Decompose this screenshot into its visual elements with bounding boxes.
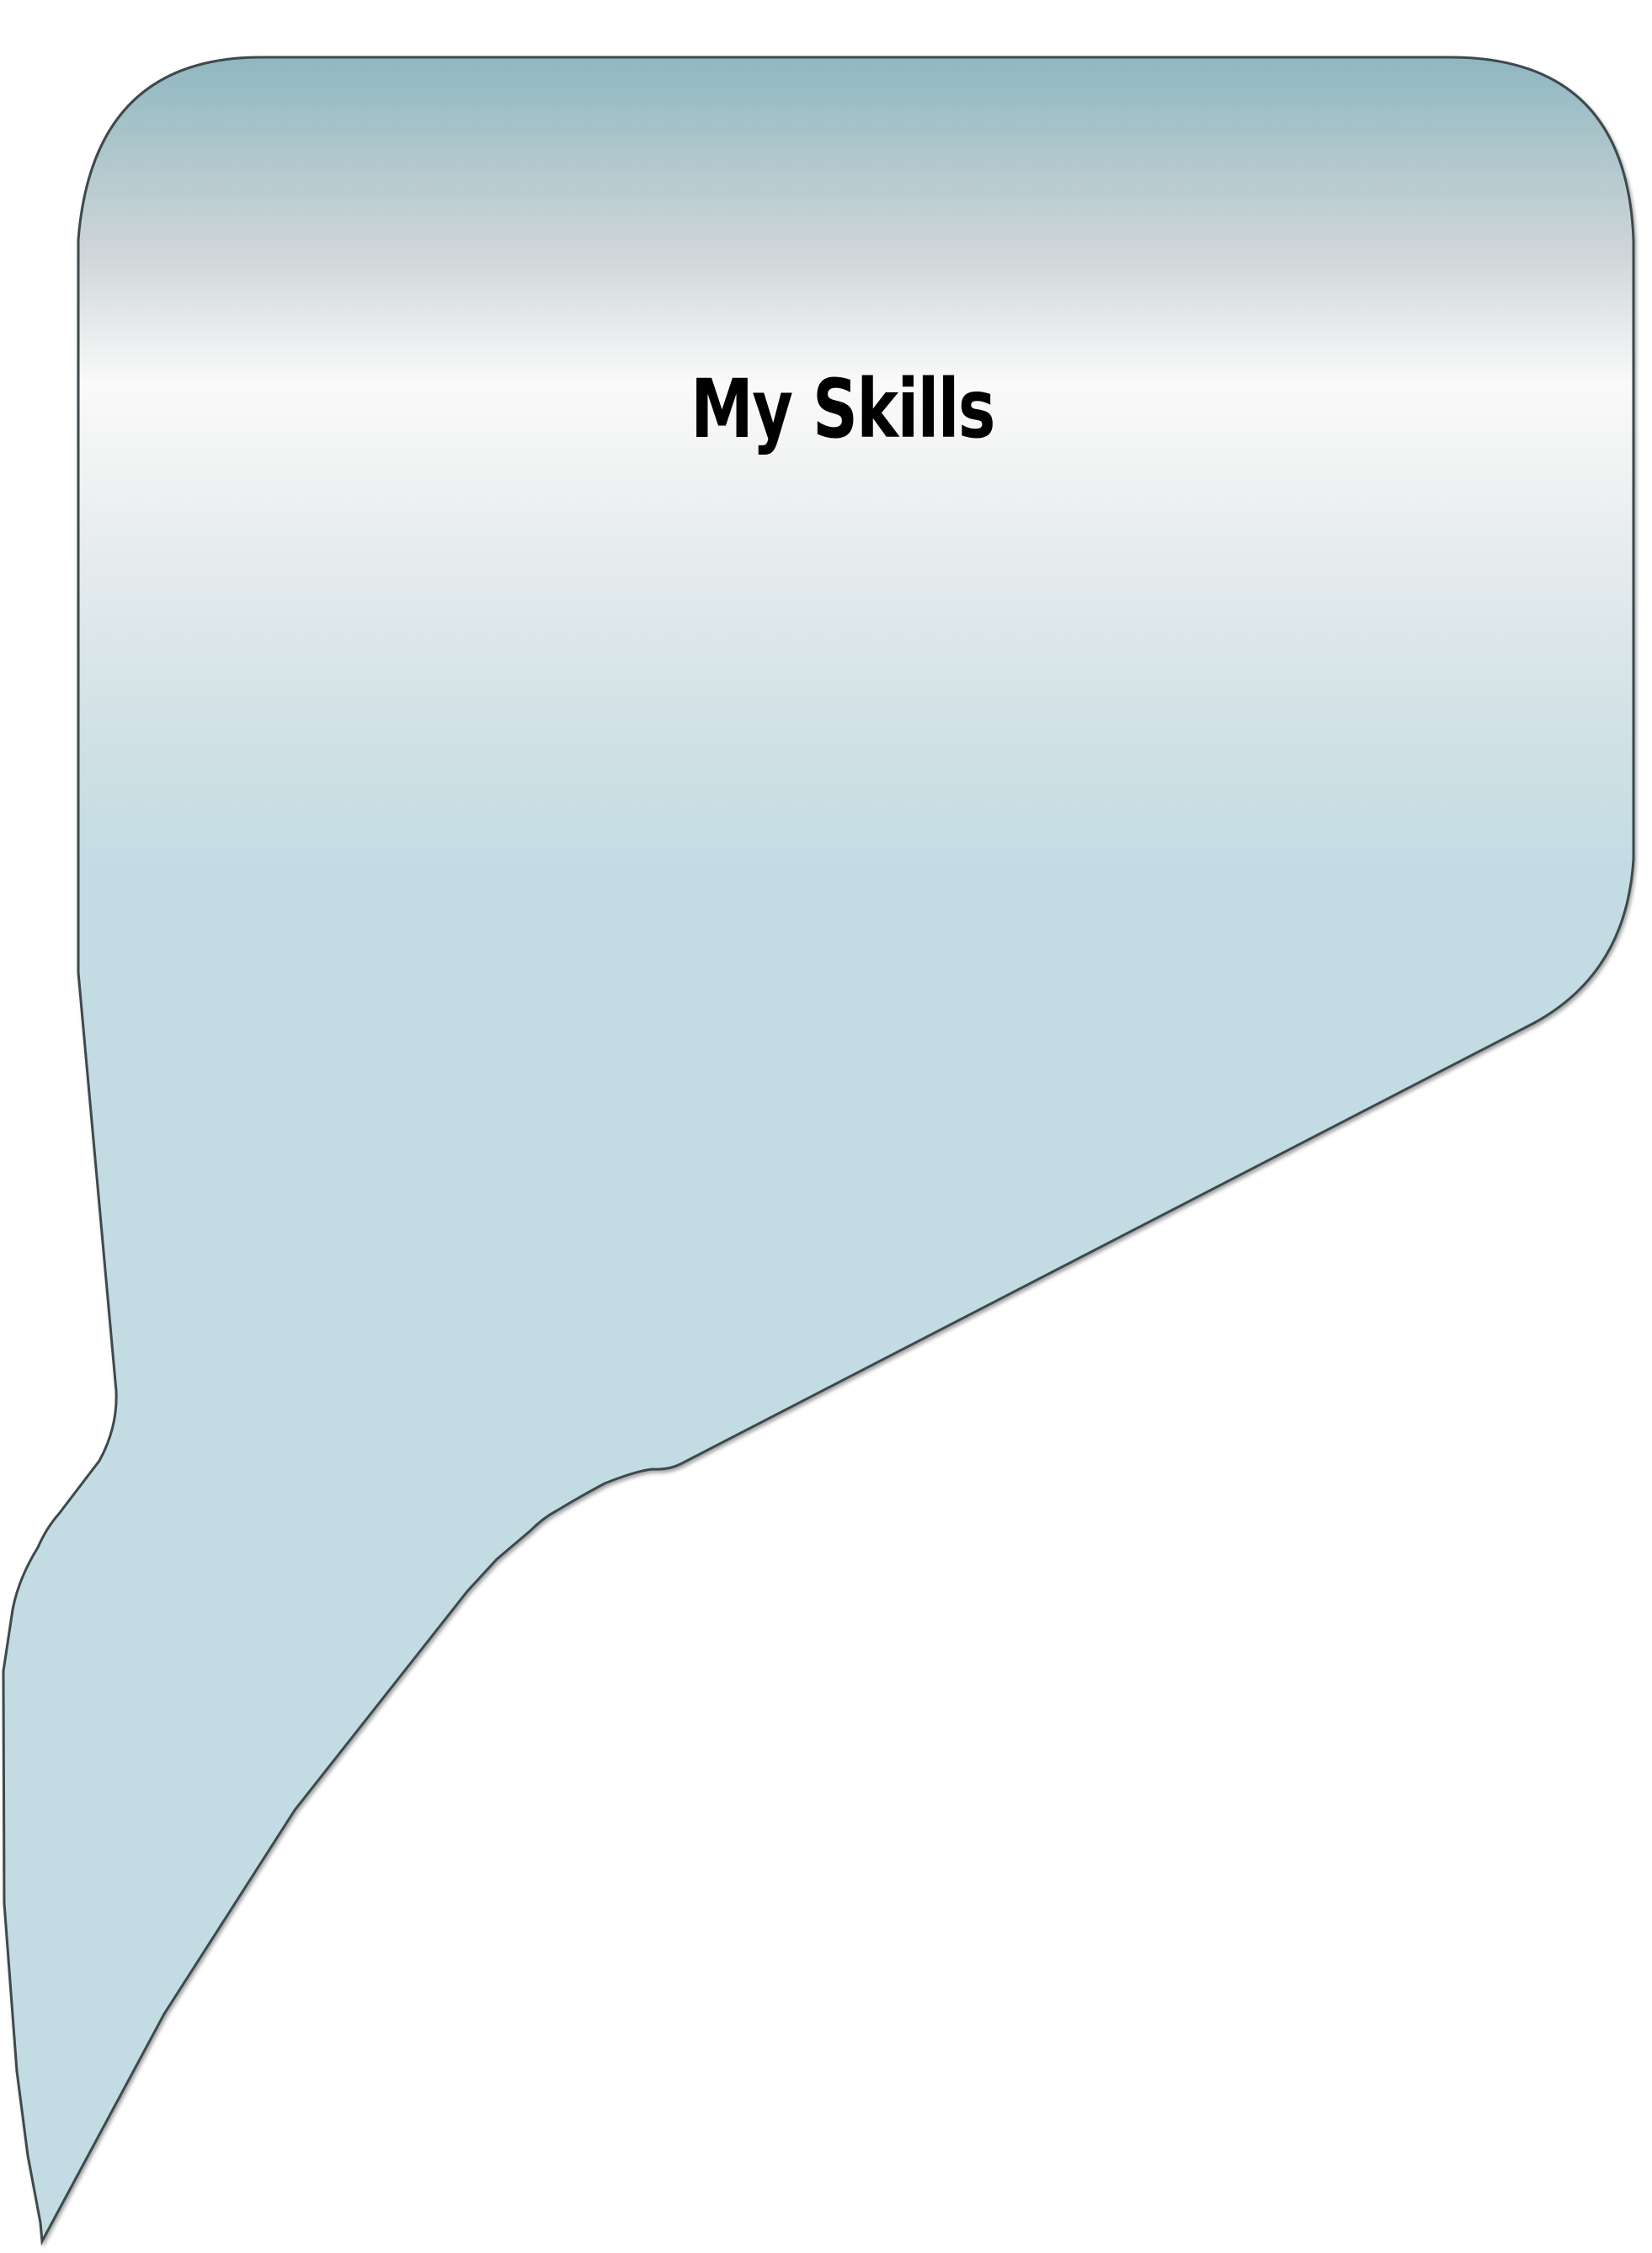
panel-title: My Skills bbox=[690, 362, 995, 456]
speech-bubble-outline bbox=[2, 56, 1635, 2246]
